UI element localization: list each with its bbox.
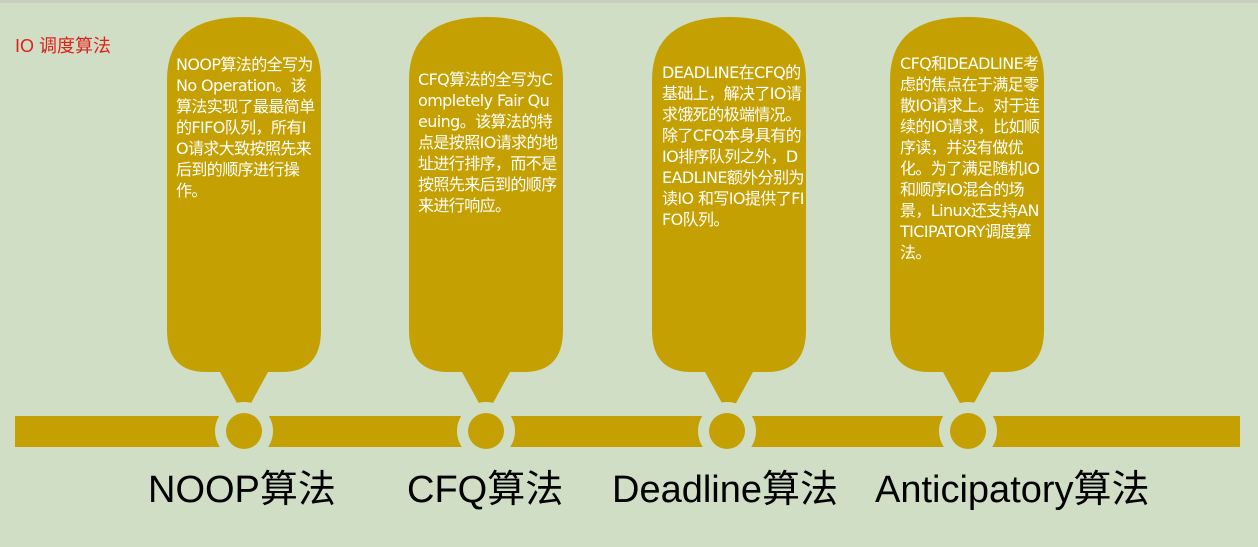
timeline-node-1 [215, 402, 273, 460]
timeline-node-2 [457, 402, 515, 460]
stage-description-4: CFQ和DEADLINE考虑的焦点在于满足零散IO请求上。对于连续的IO请求，比… [900, 54, 1040, 262]
stage-description-2: CFQ算法的全写为Completely Fair Queuing。该算法的特点是… [418, 70, 558, 215]
stage-bubble-2 [409, 17, 563, 416]
stage-label-2: CFQ算法 [407, 469, 564, 511]
stage-description-1: NOOP算法的全写为No Operation。该算法实现了最最简单的FIFO队列… [176, 55, 315, 200]
stage-bubble-1 [167, 17, 321, 416]
stage-bubble-3 [652, 17, 806, 416]
stage-label-1: NOOP算法 [148, 469, 336, 511]
page-title: IO 调度算法 [15, 36, 112, 56]
stage-bubble-4 [890, 17, 1044, 416]
stage-label-3: Deadline算法 [612, 469, 838, 511]
stage-label-4: Anticipatory算法 [875, 469, 1150, 511]
timeline-node-3 [698, 402, 756, 460]
stage-description-3: DEADLINE在CFQ的基础上，解决了IO请求饿死的极端情况。除了CFQ本身具… [662, 63, 804, 229]
top-divider [0, 0, 1258, 3]
timeline-node-4 [939, 402, 997, 460]
